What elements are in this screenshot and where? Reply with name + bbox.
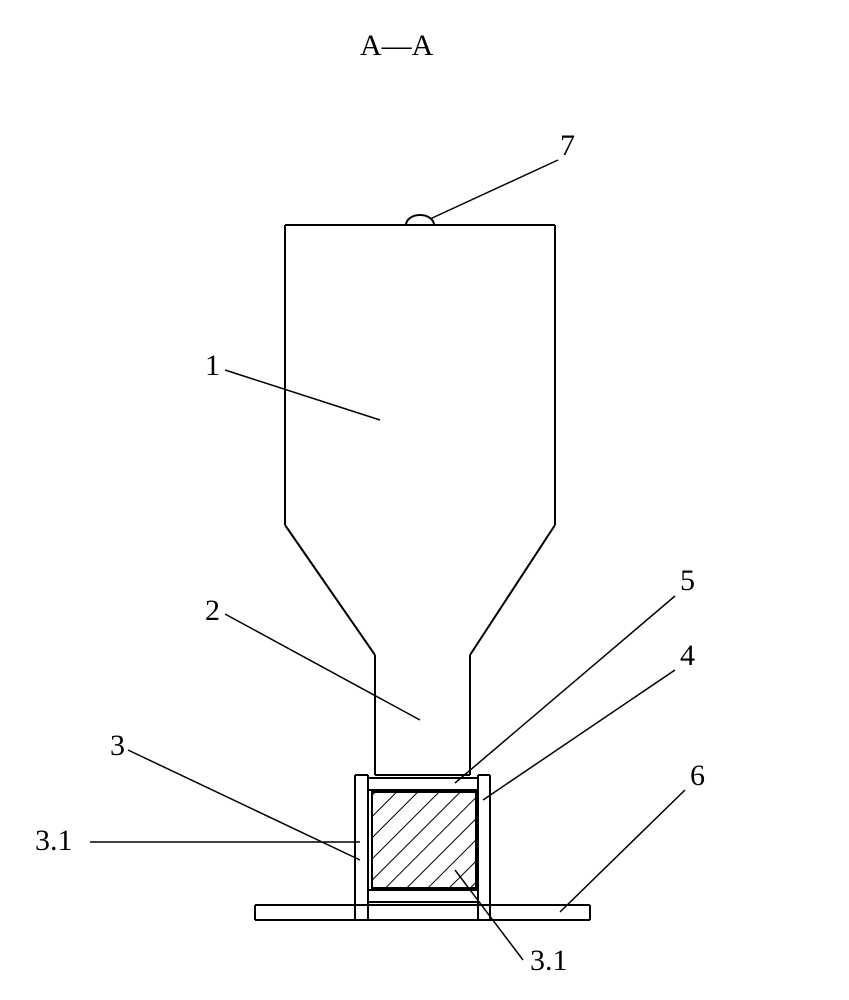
callout-6: 6 bbox=[690, 759, 705, 792]
callout-7: 7 bbox=[560, 129, 575, 162]
callout-3: 3 bbox=[110, 729, 125, 762]
callout-2: 2 bbox=[205, 594, 220, 627]
callout-5: 5 bbox=[680, 564, 695, 597]
callout-3-1-left: 3.1 bbox=[35, 824, 73, 857]
section-diagram: A—A 7 1 2 5 4 3 6 3.1 3.1 bbox=[0, 0, 849, 1000]
callout-4: 4 bbox=[680, 639, 695, 672]
callout-1: 1 bbox=[205, 349, 220, 382]
section-title: A—A bbox=[360, 29, 434, 62]
callout-3-1-right: 3.1 bbox=[530, 944, 568, 977]
